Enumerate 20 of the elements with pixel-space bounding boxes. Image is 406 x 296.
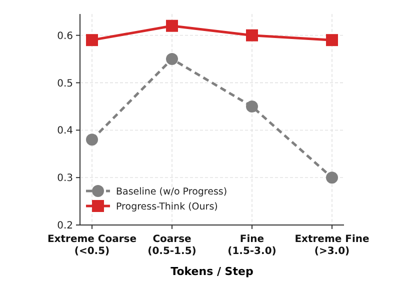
point — [246, 100, 258, 112]
x-tick-label: Extreme Coarse (<0.5) — [47, 234, 137, 257]
y-tick-label: 0.4 — [57, 126, 73, 137]
point — [326, 34, 338, 46]
legend-label: Baseline (w/o Progress) — [116, 186, 228, 198]
point — [326, 172, 338, 184]
y-tick-label: 0.3 — [57, 173, 73, 184]
x-tick-label: Fine (1.5-3.0) — [228, 234, 276, 257]
point — [166, 20, 178, 32]
y-tick-label: 0.5 — [57, 78, 73, 90]
x-tick-label: Coarse (0.5-1.5) — [148, 234, 196, 257]
x-axis-title: Tokens / Step — [170, 265, 254, 278]
point — [246, 29, 258, 42]
point — [166, 53, 178, 66]
x-tick-label: Extreme Fine (>3.0) — [294, 234, 370, 257]
y-tick-label: 0.6 — [57, 30, 73, 42]
legend-label: Progress-Think (Ours) — [116, 201, 218, 212]
y-tick-label: 0.2 — [57, 220, 73, 232]
point — [86, 134, 98, 146]
point — [86, 34, 98, 46]
